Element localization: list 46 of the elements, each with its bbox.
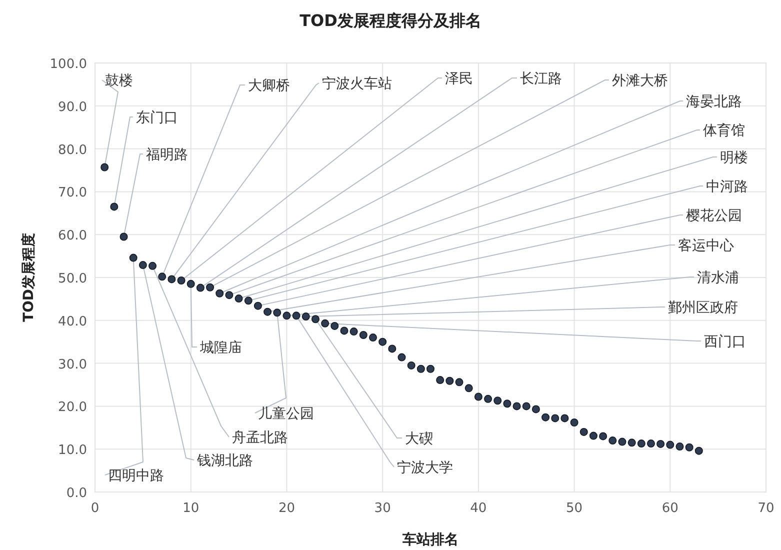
x-tick-label: 20 xyxy=(278,501,295,516)
y-tick-label: 0.0 xyxy=(66,486,87,501)
y-tick-label: 30.0 xyxy=(58,357,87,372)
y-tick-label: 50.0 xyxy=(58,272,87,286)
annotation: 东门口 xyxy=(136,110,178,126)
y-axis-title: TOD发展程度 xyxy=(20,232,37,322)
x-tick-label: 60 xyxy=(662,501,678,516)
x-tick-label: 70 xyxy=(758,501,774,516)
annotation: 鼓楼 xyxy=(105,73,133,89)
annotation: 外滩大桥 xyxy=(612,73,668,89)
annotation: 宁波大学 xyxy=(397,460,453,476)
y-tick-label: 20.0 xyxy=(58,400,87,416)
annotation: 宁波火车站 xyxy=(322,76,392,92)
annotation: 中河路 xyxy=(706,179,748,195)
x-tick-label: 50 xyxy=(566,501,583,516)
annotation: 樱花公园 xyxy=(686,208,742,224)
annotation: 客运中心 xyxy=(678,238,734,254)
annotation: 大碶 xyxy=(405,431,433,447)
chart-title: TOD发展程度得分及排名 xyxy=(300,11,482,30)
annotation: 福明路 xyxy=(146,147,188,163)
y-tick-label: 90.0 xyxy=(58,100,87,115)
annotation: 清水浦 xyxy=(697,270,739,286)
annotation: 舟孟北路 xyxy=(232,430,288,446)
y-tick-label: 40.0 xyxy=(58,314,87,330)
y-tick-label: 60.0 xyxy=(58,228,87,244)
annotation: 长江路 xyxy=(520,71,562,87)
x-tick-label: 0 xyxy=(90,501,100,516)
annotation: 明楼 xyxy=(720,150,748,166)
annotation: 鄞州区政府 xyxy=(668,300,738,316)
annotation: 体育馆 xyxy=(703,122,745,139)
x-axis-title: 车站排名 xyxy=(402,531,458,548)
x-tick-label: 30 xyxy=(374,501,391,516)
annotation: 大卿桥 xyxy=(248,78,290,94)
annotation: 儿童公园 xyxy=(258,406,314,422)
annotation: 海晏北路 xyxy=(686,94,742,110)
annotation: 钱湖北路 xyxy=(196,453,253,469)
x-tick-label: 40 xyxy=(470,501,487,516)
y-tick-label: 100.0 xyxy=(50,57,87,72)
y-tick-label: 80.0 xyxy=(58,142,87,158)
annotation: 泽民 xyxy=(445,71,473,87)
annotation: 西门口 xyxy=(704,334,746,350)
y-tick-label: 70.0 xyxy=(58,186,87,201)
annotation: 城隍庙 xyxy=(199,340,242,356)
x-tick-label: 10 xyxy=(182,501,200,516)
y-tick-label: 10.0 xyxy=(58,443,87,458)
annotation: 四明中路 xyxy=(108,468,164,484)
